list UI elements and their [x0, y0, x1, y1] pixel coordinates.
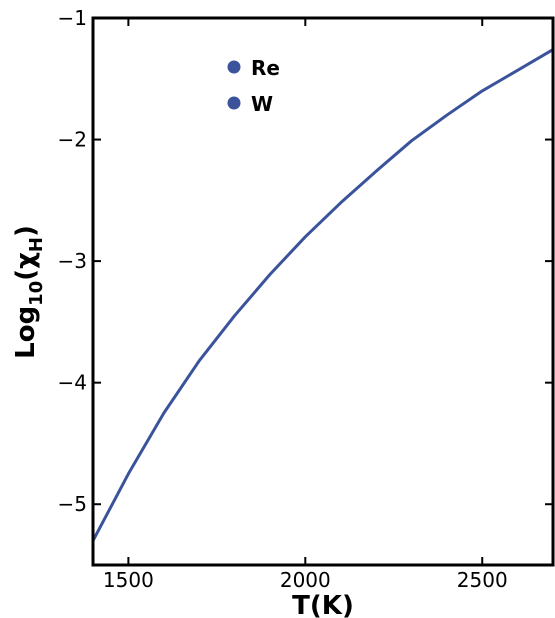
y-axis-label: Log10(χH)	[11, 225, 47, 359]
legend-marker-w	[227, 96, 241, 110]
plot-area	[93, 18, 553, 565]
x-axis-label: T(K)	[292, 591, 354, 618]
legend-marker-re	[227, 60, 241, 74]
y-axis-label-subscript-h: H	[26, 237, 47, 252]
series-layer	[91, 48, 555, 543]
plot-frame	[91, 16, 555, 567]
x-tick-label: 1500	[103, 568, 154, 592]
y-tick-label: −2	[58, 128, 87, 152]
legend: Re W	[227, 56, 280, 116]
y-axis-label-open: (χ	[11, 252, 41, 281]
y-tick-label: −3	[58, 249, 87, 273]
legend-label-re: Re	[251, 56, 280, 80]
y-axis-label-main: Log	[11, 306, 41, 359]
x-tick-label: 2000	[280, 568, 331, 592]
y-axis-label-subscript: 10	[26, 281, 47, 306]
y-tick-label: −4	[58, 371, 87, 395]
y-tick-label: −5	[58, 492, 87, 516]
legend-label-w: W	[251, 92, 273, 116]
y-tick-label: −1	[58, 6, 87, 30]
y-axis-label-close: )	[11, 225, 41, 237]
tick-layer: 1500 2000 2500 −5 −4 −3 −2 −1	[58, 6, 553, 592]
series-line-w	[91, 48, 555, 543]
x-tick-label: 2500	[457, 568, 508, 592]
